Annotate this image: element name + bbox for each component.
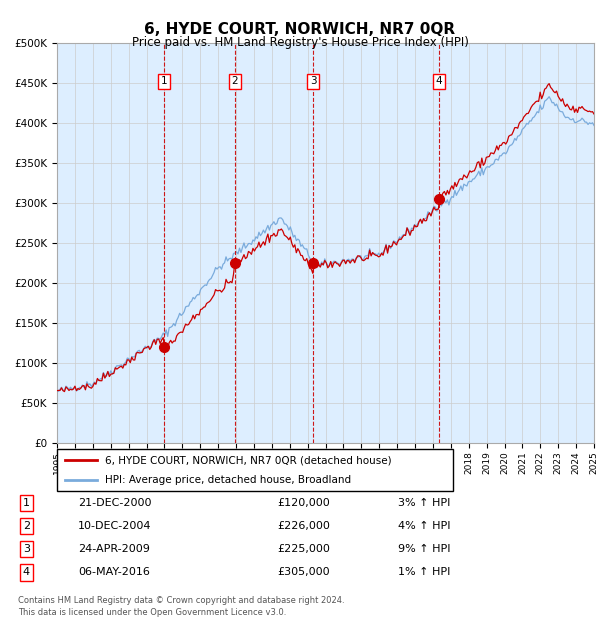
Text: £225,000: £225,000 xyxy=(277,544,330,554)
Text: £120,000: £120,000 xyxy=(277,498,330,508)
Text: £305,000: £305,000 xyxy=(277,567,329,577)
Text: 10-DEC-2004: 10-DEC-2004 xyxy=(78,521,152,531)
Text: 4: 4 xyxy=(23,567,30,577)
Text: 4: 4 xyxy=(436,76,442,86)
Text: Price paid vs. HM Land Registry's House Price Index (HPI): Price paid vs. HM Land Registry's House … xyxy=(131,36,469,49)
Text: 3% ↑ HPI: 3% ↑ HPI xyxy=(398,498,450,508)
Text: 3: 3 xyxy=(23,544,30,554)
Text: 21-DEC-2000: 21-DEC-2000 xyxy=(78,498,152,508)
Text: 9% ↑ HPI: 9% ↑ HPI xyxy=(398,544,451,554)
Text: 1: 1 xyxy=(161,76,167,86)
Text: Contains HM Land Registry data © Crown copyright and database right 2024.
This d: Contains HM Land Registry data © Crown c… xyxy=(18,596,344,617)
FancyBboxPatch shape xyxy=(57,449,453,491)
Text: 6, HYDE COURT, NORWICH, NR7 0QR (detached house): 6, HYDE COURT, NORWICH, NR7 0QR (detache… xyxy=(104,455,391,465)
Text: 6, HYDE COURT, NORWICH, NR7 0QR: 6, HYDE COURT, NORWICH, NR7 0QR xyxy=(145,22,455,37)
Text: 1% ↑ HPI: 1% ↑ HPI xyxy=(398,567,450,577)
Text: 1: 1 xyxy=(23,498,30,508)
Text: HPI: Average price, detached house, Broadland: HPI: Average price, detached house, Broa… xyxy=(104,475,350,485)
Text: 06-MAY-2016: 06-MAY-2016 xyxy=(78,567,150,577)
Text: 2: 2 xyxy=(232,76,238,86)
Text: 3: 3 xyxy=(310,76,316,86)
Text: 24-APR-2009: 24-APR-2009 xyxy=(78,544,150,554)
Text: £226,000: £226,000 xyxy=(277,521,330,531)
Text: 2: 2 xyxy=(23,521,30,531)
Text: 4% ↑ HPI: 4% ↑ HPI xyxy=(398,521,451,531)
